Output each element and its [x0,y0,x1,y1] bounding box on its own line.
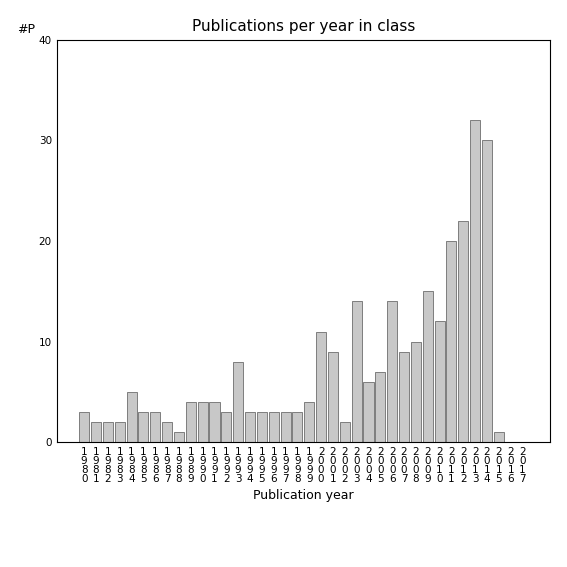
Bar [458,221,468,442]
Bar [174,432,184,442]
Text: #P: #P [17,23,35,36]
Bar [91,422,101,442]
Bar [423,291,433,442]
Bar [482,141,492,442]
Bar [375,372,386,442]
Bar [340,422,350,442]
Bar [138,412,149,442]
Bar [245,412,255,442]
Bar [434,321,445,442]
Bar [328,352,338,442]
Bar [198,402,208,442]
Bar [494,432,504,442]
X-axis label: Publication year: Publication year [253,489,354,502]
Bar [150,412,160,442]
Bar [126,392,137,442]
Bar [304,402,314,442]
Bar [411,341,421,442]
Bar [269,412,279,442]
Bar [209,402,219,442]
Bar [186,402,196,442]
Bar [257,412,267,442]
Bar [281,412,291,442]
Bar [316,332,326,442]
Bar [363,382,374,442]
Bar [399,352,409,442]
Bar [387,302,397,442]
Bar [446,241,456,442]
Bar [293,412,302,442]
Title: Publications per year in class: Publications per year in class [192,19,415,35]
Bar [221,412,231,442]
Bar [233,362,243,442]
Bar [470,120,480,442]
Bar [79,412,89,442]
Bar [115,422,125,442]
Bar [352,302,362,442]
Bar [162,422,172,442]
Bar [103,422,113,442]
